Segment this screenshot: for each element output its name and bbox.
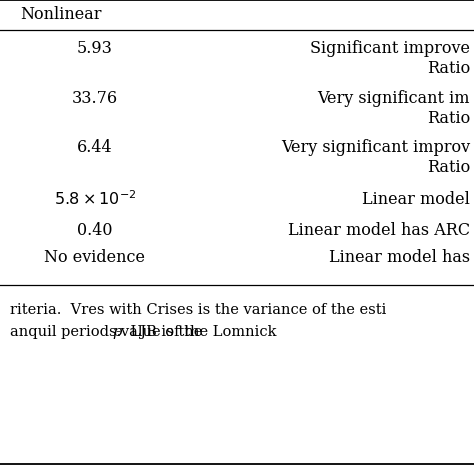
Text: Ratio: Ratio <box>427 159 470 176</box>
Text: -value of the Lomnick: -value of the Lomnick <box>116 325 276 339</box>
Text: Linear model has: Linear model has <box>329 249 470 266</box>
Text: Nonlinear: Nonlinear <box>20 6 101 22</box>
Text: Linear model has ARC: Linear model has ARC <box>288 221 470 238</box>
Text: 0.40: 0.40 <box>77 221 113 238</box>
Text: Ratio: Ratio <box>427 60 470 76</box>
Text: Very significant im: Very significant im <box>318 90 470 107</box>
Text: No evidence: No evidence <box>45 249 146 266</box>
Text: Ratio: Ratio <box>427 109 470 127</box>
Text: p: p <box>112 325 122 339</box>
Text: anquil periods.  LJB is the: anquil periods. LJB is the <box>10 325 207 339</box>
Text: riteria.  Vres with Crises is the variance of the esti: riteria. Vres with Crises is the varianc… <box>10 303 386 317</box>
Text: 6.44: 6.44 <box>77 139 113 156</box>
Text: Significant improve: Significant improve <box>310 39 470 56</box>
Text: 33.76: 33.76 <box>72 90 118 107</box>
Text: $5.8 \times 10^{-2}$: $5.8 \times 10^{-2}$ <box>54 191 137 210</box>
Text: 5.93: 5.93 <box>77 39 113 56</box>
Text: Very significant improv: Very significant improv <box>281 139 470 156</box>
Text: Linear model: Linear model <box>362 191 470 209</box>
